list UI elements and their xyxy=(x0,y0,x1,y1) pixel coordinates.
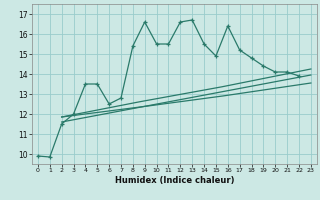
X-axis label: Humidex (Indice chaleur): Humidex (Indice chaleur) xyxy=(115,176,234,185)
